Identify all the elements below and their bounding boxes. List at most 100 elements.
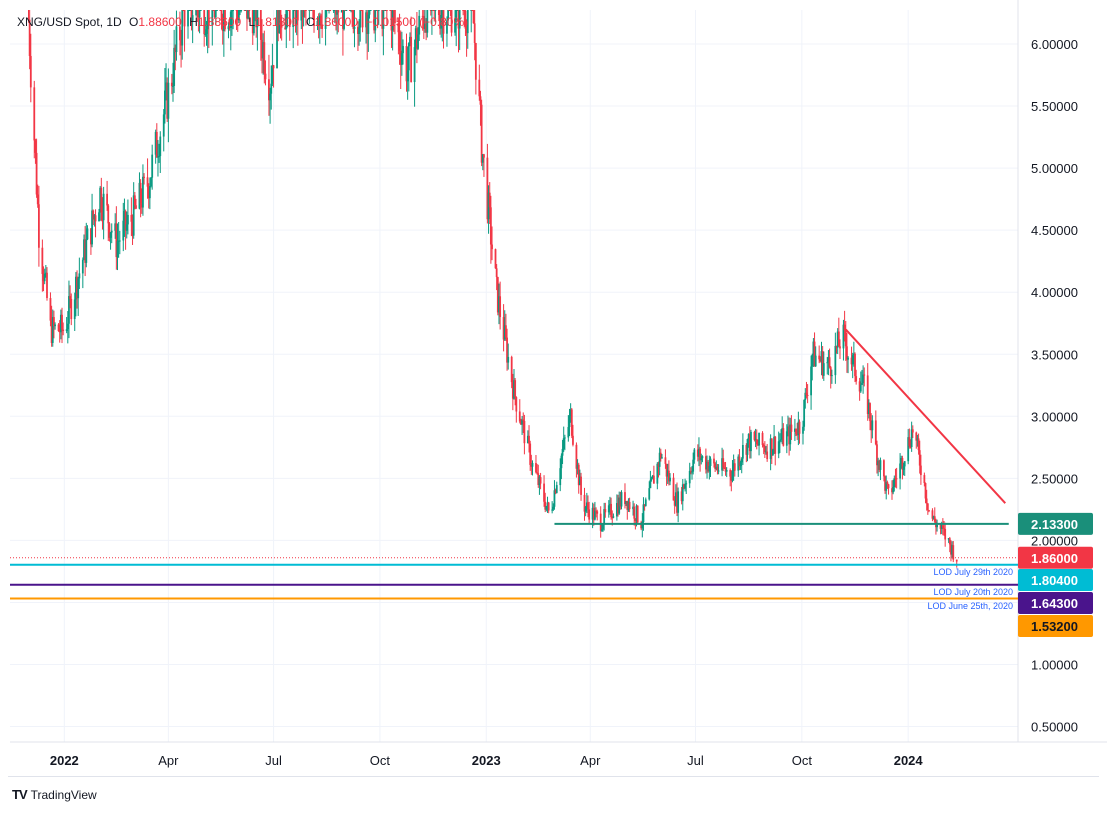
candle-body: [724, 467, 727, 472]
candle-body: [336, 10, 339, 15]
candle-body: [122, 220, 125, 241]
candle-body: [681, 484, 684, 502]
candle-body: [308, 10, 311, 11]
candle-body: [61, 314, 63, 330]
candle-body: [237, 10, 240, 21]
candle-body: [932, 516, 935, 519]
candle-body: [449, 10, 452, 11]
candle-body: [57, 324, 60, 332]
candle-body: [441, 10, 444, 15]
candle-body: [54, 324, 56, 327]
candle-body: [203, 10, 206, 35]
candle-body: [78, 273, 81, 279]
candle-body: [73, 299, 76, 320]
candle-body: [450, 10, 453, 33]
candle-body: [216, 10, 218, 11]
candle-body: [563, 437, 566, 439]
candle-body: [861, 383, 863, 385]
candle-body: [154, 131, 157, 155]
candle-body: [520, 421, 522, 425]
candle-body: [269, 93, 271, 101]
y-tick-label: 0.50000: [1031, 720, 1078, 735]
candle-body: [813, 341, 816, 367]
candle-body: [722, 458, 725, 468]
candle-body: [397, 23, 400, 33]
candle-body: [522, 419, 525, 421]
candle-body: [748, 433, 751, 452]
candle-body: [318, 15, 321, 25]
candle-body: [59, 314, 62, 333]
candle-body: [918, 450, 921, 466]
candle-body: [839, 346, 841, 349]
candle-body: [673, 500, 676, 506]
candle-body: [187, 10, 189, 27]
candle-body: [198, 10, 201, 18]
candle-body: [46, 272, 48, 299]
candle-body: [714, 463, 717, 469]
symbol-legend: XNG/USD Spot, 1D O1.88600 H1.88600 L1.81…: [17, 15, 468, 29]
candle-body: [98, 212, 100, 222]
candle-body: [526, 435, 529, 444]
candle-body: [805, 392, 808, 395]
candle-body: [463, 10, 466, 11]
candle-body: [789, 424, 792, 445]
candle-body: [263, 42, 266, 74]
candle-body: [246, 10, 248, 19]
candle-body: [842, 324, 845, 349]
candle-body: [27, 19, 30, 21]
candle-body: [342, 10, 344, 29]
candle-body: [941, 525, 944, 528]
candle-body: [124, 210, 127, 231]
candle-body: [41, 247, 44, 274]
candle-body: [151, 154, 154, 178]
candle-body: [148, 186, 151, 199]
candle-body: [360, 10, 363, 11]
candle-body: [644, 499, 647, 506]
candle-body: [183, 10, 186, 27]
candle-body: [591, 507, 594, 520]
candle-body: [611, 517, 614, 519]
tradingview-brand[interactable]: TV TradingView: [12, 787, 97, 802]
candle-body: [814, 355, 817, 367]
candle-body: [295, 10, 298, 25]
candle-body: [392, 10, 395, 11]
candle-body: [140, 203, 143, 208]
candle-body: [867, 403, 870, 414]
candle-body: [326, 10, 329, 11]
candle-body: [426, 10, 429, 33]
candle-body: [207, 10, 210, 25]
candle-body: [762, 445, 765, 447]
candle-body: [609, 503, 611, 506]
y-tick-label: 4.00000: [1031, 285, 1078, 300]
candle-body: [147, 186, 150, 199]
candle-body: [650, 478, 653, 480]
candle-body: [278, 10, 281, 34]
candle-body: [50, 320, 53, 343]
candle-body: [247, 10, 250, 19]
candle-body: [628, 501, 631, 510]
candle-body: [592, 507, 595, 520]
candle-body: [456, 10, 459, 11]
candle-body: [907, 437, 910, 462]
candle-body: [150, 177, 152, 187]
candle-body: [29, 55, 32, 88]
candle-body: [506, 337, 508, 363]
candle-body: [863, 374, 866, 376]
candle-body: [224, 10, 226, 30]
candle-body: [239, 10, 241, 11]
candle-body: [575, 444, 578, 469]
candle-body: [196, 10, 199, 11]
candle-body: [376, 10, 379, 11]
candle-body: [139, 182, 142, 204]
candle-body: [90, 228, 92, 245]
candle-body: [409, 36, 411, 44]
candle-body: [471, 10, 474, 11]
candle-body: [448, 10, 451, 11]
candle-body: [498, 296, 500, 313]
candle-body: [661, 457, 663, 459]
candle-body: [248, 10, 251, 11]
candle-body: [846, 346, 848, 360]
candle-body: [276, 10, 278, 69]
candle-body: [585, 502, 588, 507]
